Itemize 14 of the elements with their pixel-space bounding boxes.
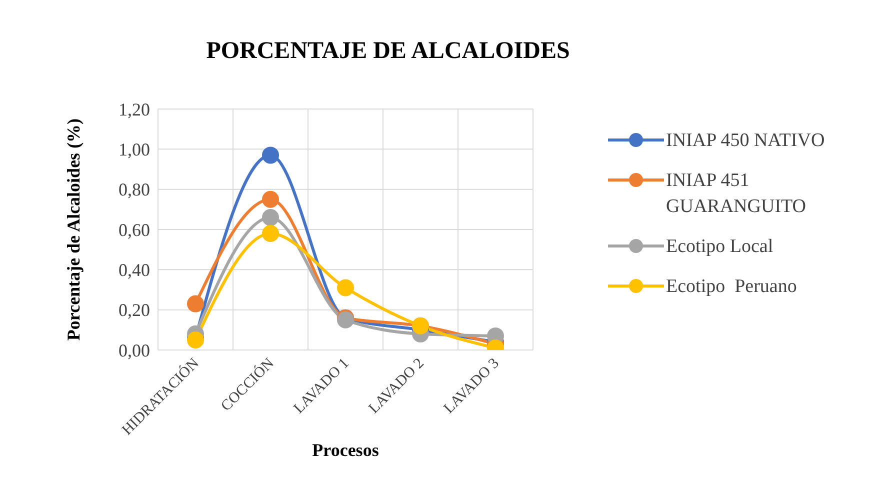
x-axis-title: Procesos [312, 440, 379, 460]
legend-label: INIAP 451 GUARANGUITO [666, 169, 808, 219]
y-tick-label: 0,20 [118, 300, 150, 320]
y-tick-label: 0,40 [118, 260, 150, 280]
y-tick-label: 1,20 [118, 99, 150, 120]
y-tick-label: 0,80 [118, 180, 150, 200]
legend-label: INIAP 450 NATIVO [666, 129, 826, 153]
y-tick-label: 1,00 [118, 140, 150, 160]
chart-title: PORCENTAJE DE ALCALOIDES [205, 38, 571, 65]
legend-label: Ecotipo Local [666, 235, 774, 259]
legend-label: Ecotipo Peruano [666, 275, 798, 299]
y-axis-title: Porcentaje de Alcaloides (%) [63, 118, 84, 341]
y-tick-label: 0,60 [118, 220, 150, 240]
y-tick-label: 0,00 [118, 340, 150, 360]
